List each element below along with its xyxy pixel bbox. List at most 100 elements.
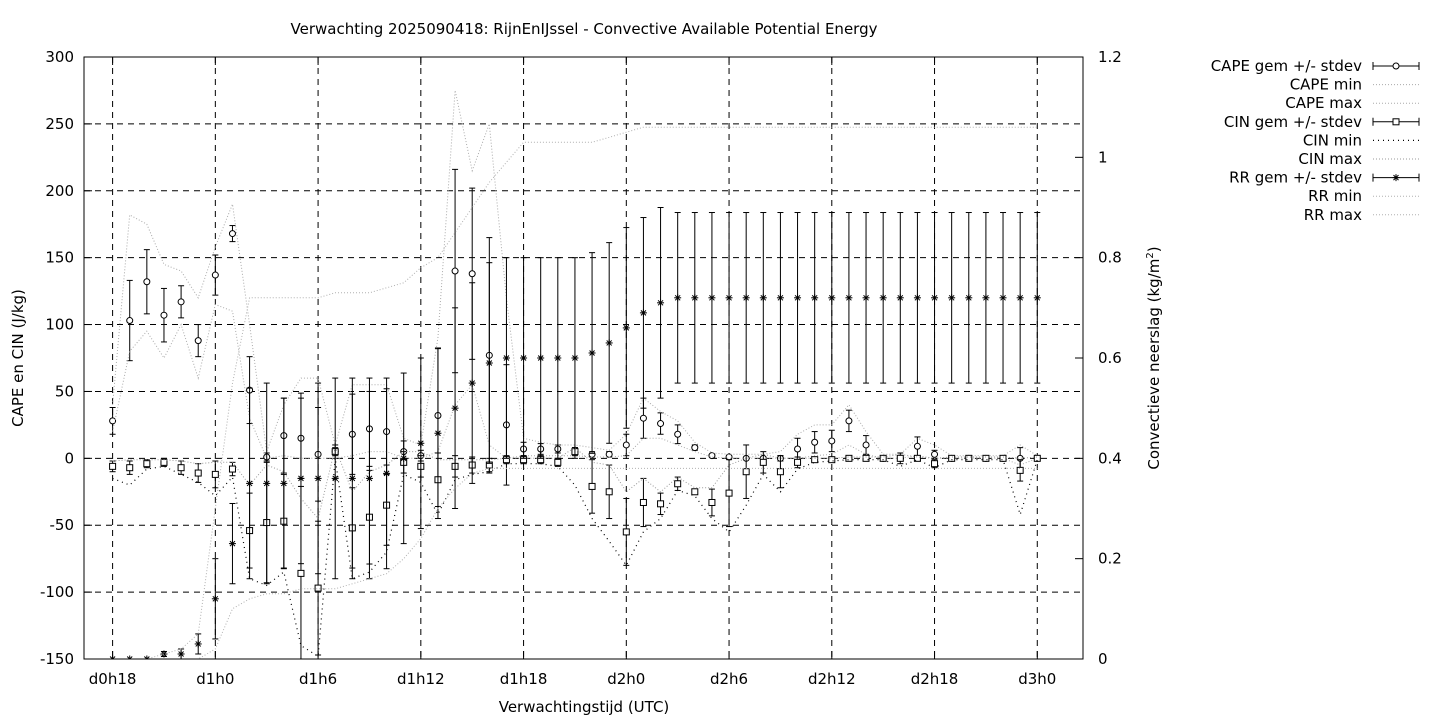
rr-gem-stdev-point <box>160 650 168 658</box>
star-arm <box>743 294 750 301</box>
rr-gem-stdev-point <box>622 324 630 332</box>
star-arm <box>349 475 356 482</box>
cin-gem-stdev-point <box>708 498 716 506</box>
rr-gem-stdev-point <box>759 294 767 302</box>
cape-gem-stdev-point <box>845 417 853 425</box>
rr-gem-stdev-point <box>468 379 476 387</box>
cin-gem-stdev-point <box>1033 454 1041 462</box>
y2-tick-label: 0.2 <box>1098 550 1122 568</box>
plot-frame <box>83 56 1084 660</box>
star-arm <box>486 360 493 366</box>
y-tick-label: 150 <box>45 249 74 267</box>
star-arm <box>726 294 732 301</box>
star-arm <box>606 340 613 346</box>
rr-gem-stdev-point <box>913 294 921 302</box>
legend-label: CAPE max <box>1285 94 1362 112</box>
y2-tick-label: 0.6 <box>1098 349 1122 367</box>
star-arm <box>691 294 698 301</box>
cape-gem-stdev-point <box>725 453 733 461</box>
star-arm <box>983 294 989 301</box>
legend-label: CIN gem +/- stdev <box>1224 113 1362 131</box>
y-tick-label: 250 <box>45 115 74 133</box>
y-tick-label: 50 <box>55 382 74 400</box>
cin-gem-stdev-point <box>126 464 134 472</box>
cape-gem-stdev-point <box>177 298 185 306</box>
legend-label: CIN min <box>1303 131 1362 149</box>
cape-gem-stdev-point <box>160 311 168 319</box>
y-tick-label: -150 <box>40 650 74 668</box>
rr-gem-stdev-point <box>211 595 219 603</box>
star-arm <box>623 325 630 331</box>
rr-gem-stdev-point <box>400 454 408 462</box>
star-arm <box>640 309 647 316</box>
star-arm <box>383 470 390 477</box>
y-tick-label: 0 <box>64 449 74 467</box>
star-arm <box>1017 294 1024 301</box>
star-arm <box>554 355 561 361</box>
star-arm <box>846 294 852 301</box>
cin-min-line <box>112 458 1038 658</box>
star-arm <box>880 294 887 301</box>
cin-gem-stdev-point <box>948 454 956 462</box>
rr-gem-stdev-point <box>931 294 939 302</box>
star-arm <box>657 299 664 306</box>
x-tick-label: d2h0 <box>607 670 645 688</box>
cin-gem-stdev-point <box>811 456 819 464</box>
y-axis-label: CAPE en CIN (J/kg) <box>9 289 27 427</box>
rr-gem-stdev-point <box>177 650 185 658</box>
legend-label: RR max <box>1304 206 1362 224</box>
star-arm <box>709 294 715 301</box>
star-arm <box>417 440 424 447</box>
cin-gem-stdev-point <box>109 462 117 470</box>
rr-gem-stdev-point <box>554 354 562 362</box>
star-arm <box>537 355 544 361</box>
cape-gem-stdev-point <box>811 438 819 446</box>
rr-gem-stdev-point <box>194 640 202 648</box>
star-arm <box>828 294 835 301</box>
cin-gem-stdev-point <box>657 500 665 508</box>
cin-gem-stdev-point <box>931 460 939 468</box>
x-tick-label: d2h18 <box>911 670 959 688</box>
rr-gem-stdev-point <box>520 354 528 362</box>
star-arm <box>760 294 767 301</box>
y2-axis-label-main: Convectieve neerslag (kg/m <box>1145 259 1163 470</box>
cape-gem-stdev-point <box>211 271 219 279</box>
cin-gem-stdev-point <box>794 458 802 466</box>
rr-gem-stdev-point <box>451 404 459 412</box>
rr-gem-stdev-point <box>143 655 151 659</box>
rr-gem-stdev-point <box>725 294 733 302</box>
y2-tick-label: 1.2 <box>1098 48 1122 66</box>
rr-gem-stdev-point <box>948 294 956 302</box>
legend-marker <box>1392 174 1400 182</box>
star-arm <box>435 430 441 437</box>
legend-marker <box>1392 118 1400 126</box>
cape-gem-stdev-point <box>657 420 665 428</box>
rr-gem-stdev-point <box>1033 294 1041 302</box>
legend-item-cin-min: CIN min <box>1303 131 1419 149</box>
rr-min-line <box>112 467 1038 659</box>
x-tick-label: d0h18 <box>89 670 137 688</box>
cin-gem-stdev-point <box>742 468 750 476</box>
star-arm <box>111 656 116 659</box>
rr-gem-stdev-point <box>331 474 339 482</box>
star-arm <box>863 294 869 301</box>
cin-gem-stdev-point <box>999 454 1007 462</box>
y2-axis-label: Convectieve neerslag (kg/m2) <box>1145 246 1163 469</box>
rr-gem-stdev-point <box>845 294 853 302</box>
cin-gem-stdev-point <box>194 469 202 477</box>
star-arm <box>503 355 510 361</box>
star-arm <box>811 294 818 301</box>
rr-gem-stdev-point <box>965 294 973 302</box>
cape-gem-stdev-point <box>228 230 236 238</box>
cape-gem-stdev-point <box>143 278 151 286</box>
rr-gem-stdev-point <box>657 299 665 307</box>
cin-gem-stdev-point <box>211 470 219 478</box>
star-arm <box>298 475 304 482</box>
rr-gem-stdev-point <box>691 294 699 302</box>
y2-tick-label: 0.8 <box>1098 249 1122 267</box>
cape-gem-stdev-point <box>194 337 202 345</box>
x-tick-label: d2h12 <box>808 670 856 688</box>
rr-gem-stdev-point <box>348 474 356 482</box>
y2-tick-label: 0 <box>1098 650 1108 668</box>
star-arm <box>263 480 270 487</box>
